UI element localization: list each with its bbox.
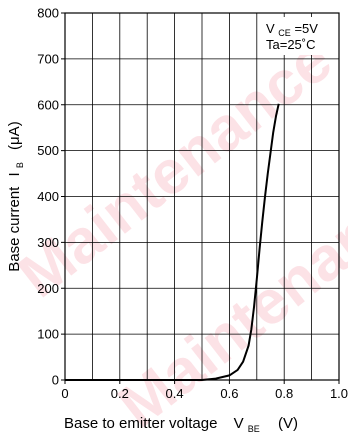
y-tick-label: 700	[37, 51, 59, 66]
y-tick-label: 300	[37, 235, 59, 250]
x-tick-label: 0	[61, 386, 68, 401]
y-tick-label: 0	[52, 373, 59, 388]
y-tick-label: 500	[37, 143, 59, 158]
y-axis-title-unit: (μA)	[6, 121, 23, 150]
y-axis-title-subscript: B	[15, 162, 25, 168]
annotation-vce-value: =5V	[294, 21, 318, 36]
grid	[65, 13, 339, 380]
y-axis-ticks: 0 100 200 300 400 500 600 700 800	[37, 6, 65, 388]
y-tick-label: 100	[37, 327, 59, 342]
annotation-vce-subscript: CE	[278, 28, 291, 38]
y-axis-title-text: Base current	[6, 186, 23, 272]
y-tick-label: 800	[37, 6, 59, 21]
x-tick-label: 0.8	[275, 386, 293, 401]
y-tick-label: 600	[37, 97, 59, 112]
x-tick-label: 0.2	[111, 386, 129, 401]
x-axis-title: Base to emitter voltage V BE (V)	[64, 415, 298, 436]
x-tick-label: 1.0	[330, 386, 348, 401]
y-tick-label: 400	[37, 189, 59, 204]
y-axis-title-symbol: I	[6, 172, 23, 176]
x-axis-ticks: 0 0.2 0.4 0.6 0.8 1.0	[61, 380, 348, 401]
annotation-box	[262, 17, 336, 55]
x-axis-title-symbol: V	[234, 415, 244, 432]
series-line	[65, 103, 280, 381]
annotation-vce: V CE =5V	[266, 21, 318, 39]
y-axis-title: Base current I B (μA)	[6, 121, 27, 271]
x-axis-title-text: Base to emitter voltage	[64, 415, 217, 432]
y-tick-label: 200	[37, 281, 59, 296]
x-axis-title-unit: (V)	[278, 415, 298, 432]
x-tick-label: 0.4	[166, 386, 184, 401]
x-tick-label: 0.6	[220, 386, 238, 401]
x-axis-title-subscript: BE	[248, 424, 260, 434]
annotation-vce-symbol: V	[266, 21, 275, 36]
annotation-ta: Ta=25˚C	[266, 37, 316, 52]
